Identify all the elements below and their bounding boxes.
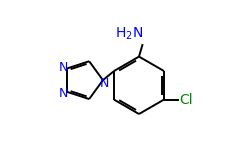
Text: N: N [100,77,109,90]
Text: Cl: Cl [179,93,193,107]
Text: N: N [59,61,69,74]
Text: H$_2$N: H$_2$N [115,26,143,42]
Text: N: N [59,87,69,99]
